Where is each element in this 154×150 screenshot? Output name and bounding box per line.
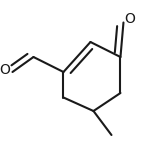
Text: O: O xyxy=(124,12,135,26)
Text: O: O xyxy=(0,63,10,77)
